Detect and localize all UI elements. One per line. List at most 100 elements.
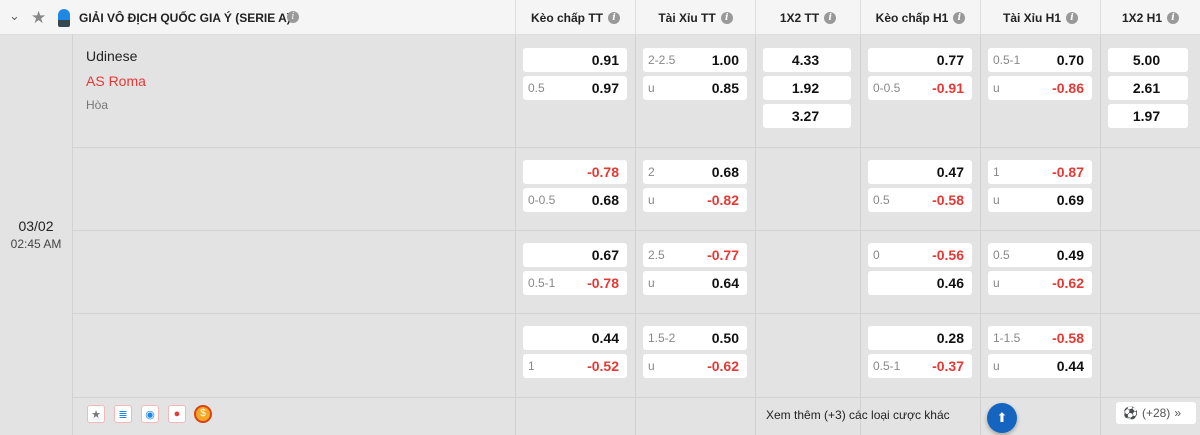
odds-value: -0.52	[587, 358, 619, 374]
eye-icon[interactable]: ◉	[141, 405, 159, 423]
odds-value: 0.28	[936, 330, 964, 346]
odds-cell[interactable]: 0.47	[868, 160, 972, 184]
odds-cell[interactable]: u 0.85	[643, 76, 747, 100]
info-icon[interactable]: i	[953, 11, 966, 24]
odds-cell-1x2[interactable]: 4.33	[763, 48, 851, 72]
odds-value: 0.68	[711, 164, 739, 180]
odds-cell[interactable]: u 0.69	[988, 188, 1092, 212]
divider	[72, 397, 1200, 398]
divider	[635, 35, 636, 435]
chevron-down-icon[interactable]: ⌄	[9, 8, 20, 23]
fire-icon[interactable]: ●	[168, 405, 186, 423]
handicap-line: 0.5-1	[873, 359, 901, 373]
odds-cell[interactable]: 0.77	[868, 48, 972, 72]
odds-cell[interactable]: 2-2.5 1.00	[643, 48, 747, 72]
odds-value: 0.46	[936, 275, 964, 291]
odds-cell[interactable]: 1 -0.52	[523, 354, 627, 378]
odds-cell[interactable]: 2 0.68	[643, 160, 747, 184]
odds-cell-1x2[interactable]: 3.27	[763, 104, 851, 128]
divider	[755, 35, 756, 435]
odds-value: -0.37	[932, 358, 964, 374]
star-icon[interactable]: ★	[31, 8, 47, 27]
odds-cell-1x2[interactable]: 1.92	[763, 76, 851, 100]
odds-value: 0.64	[711, 275, 739, 291]
odds-cell[interactable]: 0.5-1 -0.37	[868, 354, 972, 378]
column-title: Kèo chấp TT	[530, 10, 603, 25]
odds-cell[interactable]: 0.5-1 -0.78	[523, 271, 627, 295]
odds-cell[interactable]: 1-1.5 -0.58	[988, 326, 1092, 350]
info-icon[interactable]: i	[1167, 11, 1180, 24]
odds-cell[interactable]: 0.28	[868, 326, 972, 350]
odds-cell[interactable]: 0.67	[523, 243, 627, 267]
odds-cell-1x2[interactable]: 2.61	[1108, 76, 1188, 100]
odds-value: -0.62	[1052, 275, 1084, 291]
odds-cell[interactable]: 0 -0.56	[868, 243, 972, 267]
away-team[interactable]: AS Roma	[86, 73, 146, 89]
odds-cell-1x2[interactable]: 1.97	[1108, 104, 1188, 128]
odds-cell[interactable]: 1 -0.87	[988, 160, 1092, 184]
info-icon[interactable]: i	[608, 11, 620, 24]
coin-icon[interactable]: $	[194, 405, 212, 423]
handicap-line: u	[648, 276, 655, 290]
odds-cell[interactable]: u 0.64	[643, 271, 747, 295]
divider	[72, 147, 1200, 148]
divider	[72, 35, 73, 435]
handicap-line: u	[648, 359, 655, 373]
odds-cell[interactable]: u -0.82	[643, 188, 747, 212]
handicap-line: u	[648, 81, 655, 95]
odds-cell[interactable]: u 0.44	[988, 354, 1092, 378]
info-icon[interactable]: i	[1066, 11, 1078, 24]
odds-cell[interactable]: 0.44	[523, 326, 627, 350]
odds-cell[interactable]: 0.5-1 0.70	[988, 48, 1092, 72]
odds-value: 5.00	[1132, 52, 1161, 68]
handicap-line: u	[993, 276, 1000, 290]
odds-cell[interactable]: 0-0.5 0.68	[523, 188, 627, 212]
database-icon[interactable]: ≣	[114, 405, 132, 423]
handicap-line: u	[993, 81, 1000, 95]
odds-cell[interactable]: 0.5 0.49	[988, 243, 1092, 267]
odds-cell[interactable]: 0.91	[523, 48, 627, 72]
handicap-line: 0.5-1	[993, 53, 1021, 67]
more-markets-count: (+28)	[1141, 406, 1171, 420]
info-icon[interactable]: i	[720, 11, 733, 24]
more-bets-link[interactable]: Xem thêm (+3) các loại cược khác	[766, 408, 950, 422]
column-header: Kèo chấp TT i	[515, 0, 635, 35]
odds-cell[interactable]: 0.46	[868, 271, 972, 295]
league-logo	[58, 9, 70, 27]
info-icon[interactable]: i	[824, 11, 837, 24]
odds-cell[interactable]: u -0.62	[643, 354, 747, 378]
odds-value: -0.91	[932, 80, 964, 96]
odds-cell[interactable]: 1.5-2 0.50	[643, 326, 747, 350]
league-title[interactable]: GIẢI VÔ ĐỊCH QUỐC GIA Ý (SERIE A)	[79, 11, 291, 25]
odds-cell[interactable]: 0.5 0.97	[523, 76, 627, 100]
handicap-line: 0-0.5	[873, 81, 901, 95]
odds-value: 1.00	[711, 52, 739, 68]
match-time: 02:45 AM	[10, 237, 62, 251]
odds-cell[interactable]: u -0.62	[988, 271, 1092, 295]
odds-cell[interactable]: u -0.86	[988, 76, 1092, 100]
divider	[72, 230, 1200, 231]
odds-cell[interactable]: 0-0.5 -0.91	[868, 76, 972, 100]
odds-value: 1.97	[1132, 108, 1161, 124]
odds-cell[interactable]: 0.5 -0.58	[868, 188, 972, 212]
odds-value: 0.77	[936, 52, 964, 68]
divider	[515, 35, 516, 435]
info-icon[interactable]: i	[287, 11, 299, 23]
odds-cell[interactable]: -0.78	[523, 160, 627, 184]
odds-cell-1x2[interactable]: 5.00	[1108, 48, 1188, 72]
handicap-line: 0.5	[873, 193, 890, 207]
odds-value: 0.50	[711, 330, 739, 346]
handicap-line: 0.5-1	[528, 276, 556, 290]
column-title: Tài Xỉu TT	[658, 10, 716, 25]
home-team[interactable]: Udinese	[86, 48, 138, 64]
more-markets-button[interactable]: ⚽ (+28) »	[1116, 402, 1196, 424]
handicap-line: u	[993, 359, 1000, 373]
odds-value: 4.33	[791, 52, 820, 68]
column-header: Tài Xỉu TT i	[635, 0, 755, 35]
scroll-up-button[interactable]: ⬆	[987, 403, 1017, 433]
odds-value: 0.70	[1056, 52, 1084, 68]
star-icon[interactable]: ★	[87, 405, 105, 423]
handicap-line: 0-0.5	[528, 193, 556, 207]
handicap-line: 1-1.5	[993, 331, 1021, 345]
odds-cell[interactable]: 2.5 -0.77	[643, 243, 747, 267]
